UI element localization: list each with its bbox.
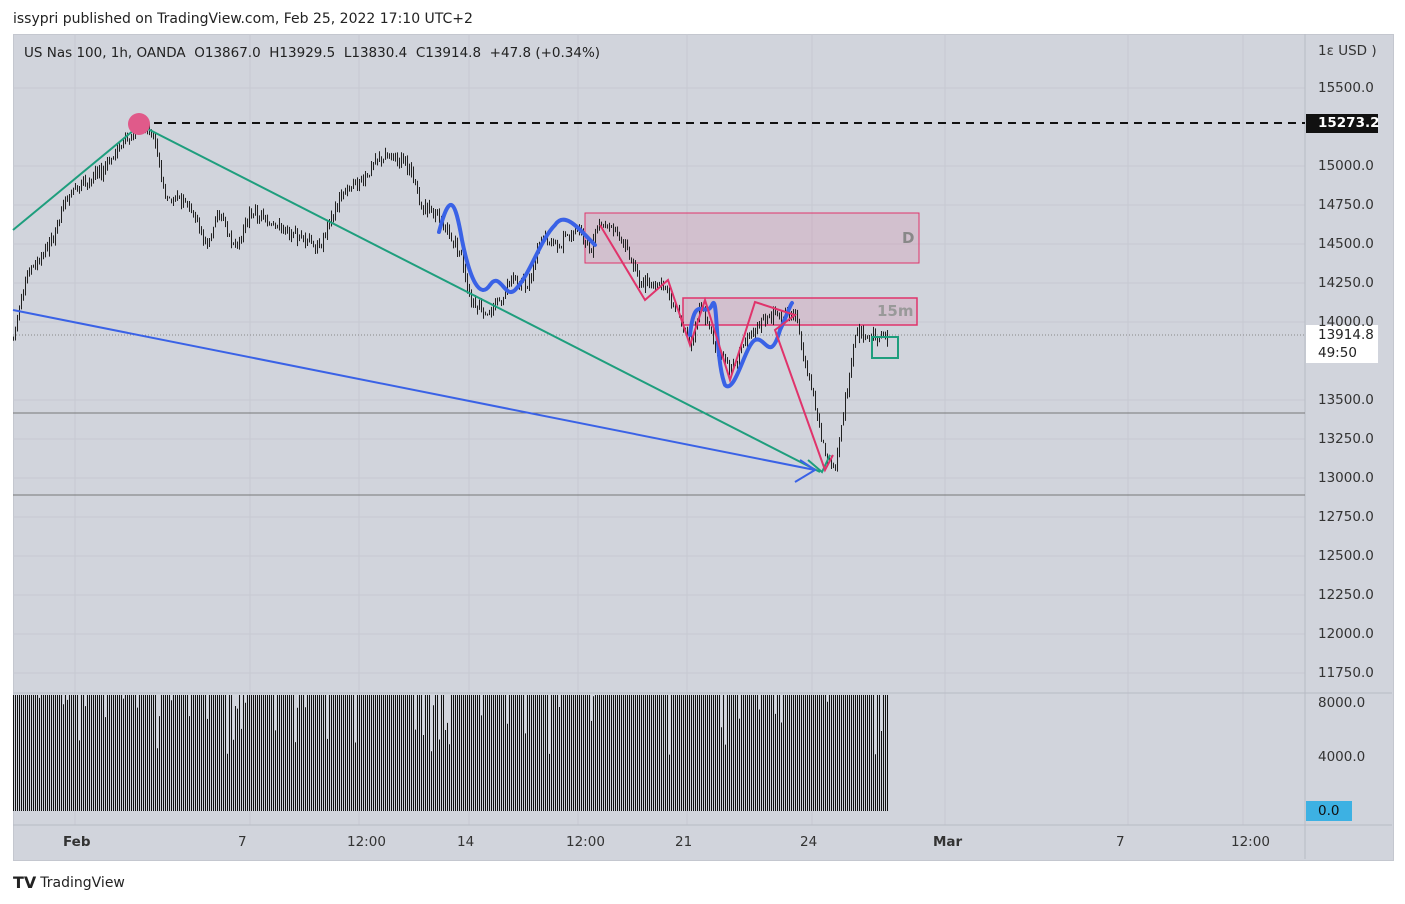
- 15m-zone-label: 15m: [877, 302, 914, 320]
- ohlc-low: L13830.4: [343, 45, 408, 61]
- volume-tick: 4000.0: [1318, 749, 1366, 765]
- time-tick: 12:00: [566, 834, 605, 850]
- price-tick: 13250.0: [1318, 431, 1374, 447]
- currency-label[interactable]: 1ε USD ): [1318, 43, 1377, 59]
- last-price-badge: [1306, 325, 1378, 363]
- price-tick: 12000.0: [1318, 626, 1374, 642]
- price-tick: 15000.0: [1318, 158, 1374, 174]
- symbol-legend: US Nas 100, 1h, OANDA O13867.0 H13929.5 …: [24, 45, 600, 61]
- ohlc-close: C13914.8: [415, 45, 482, 61]
- marked-level-badge: [1306, 114, 1378, 133]
- entry-box-green: [871, 336, 899, 359]
- price-tick: 15500.0: [1318, 80, 1374, 96]
- price-tick: 14250.0: [1318, 275, 1374, 291]
- projection-path-blue-1: [437, 203, 597, 295]
- arrow-head-green: [807, 454, 831, 474]
- volume-tick: 8000.0: [1318, 695, 1366, 711]
- price-tick: 11750.0: [1318, 665, 1374, 681]
- price-tick: 12250.0: [1318, 587, 1374, 603]
- time-tick: 24: [800, 834, 818, 850]
- marked-level-value: 15273.2: [1318, 115, 1380, 131]
- time-tick: 21: [675, 834, 693, 850]
- arrow-head-blue: [794, 459, 817, 483]
- price-tick: 14000.0: [1318, 314, 1374, 330]
- price-tick: 13500.0: [1318, 392, 1374, 408]
- time-tick: Feb: [63, 834, 91, 850]
- time-tick: 12:00: [1231, 834, 1270, 850]
- zigzag-red: [599, 224, 834, 473]
- volume-bars: [13, 695, 888, 811]
- symbol-name: US Nas 100, 1h, OANDA: [24, 45, 186, 61]
- daily-zone-label: D: [902, 229, 915, 247]
- time-tick: 14: [457, 834, 475, 850]
- ohlc-high: H13929.5: [269, 45, 336, 61]
- price-tick: 12500.0: [1318, 548, 1374, 564]
- price-tick: 14500.0: [1318, 236, 1374, 252]
- last-price-value: 13914.8: [1318, 327, 1374, 343]
- bar-countdown: 49:50: [1318, 345, 1357, 361]
- trendline-blue-arrow: [12, 309, 816, 471]
- time-tick: Mar: [933, 834, 963, 850]
- ohlc-change: +47.8 (+0.34%): [489, 45, 601, 61]
- price-tick: 12750.0: [1318, 509, 1374, 525]
- publisher-line: issypri published on TradingView.com, Fe…: [13, 11, 473, 27]
- ohlc-open: O13867.0: [194, 45, 261, 61]
- price-tick: 14750.0: [1318, 197, 1374, 213]
- volume-current: 0.0: [1318, 803, 1340, 819]
- price-tick: 13000.0: [1318, 470, 1374, 486]
- candles: [13, 116, 888, 472]
- time-tick: 7: [238, 834, 247, 850]
- time-tick: 7: [1116, 834, 1125, 850]
- daily-supply-zone: [584, 212, 920, 264]
- volume-value-badge: [1306, 801, 1352, 821]
- trendline-green-down: [139, 124, 821, 473]
- top-marker-icon: [128, 113, 150, 135]
- trendline-green-up: [12, 124, 141, 231]
- time-tick: 12:00: [347, 834, 386, 850]
- tradingview-logo[interactable]: TV TradingView: [13, 873, 125, 892]
